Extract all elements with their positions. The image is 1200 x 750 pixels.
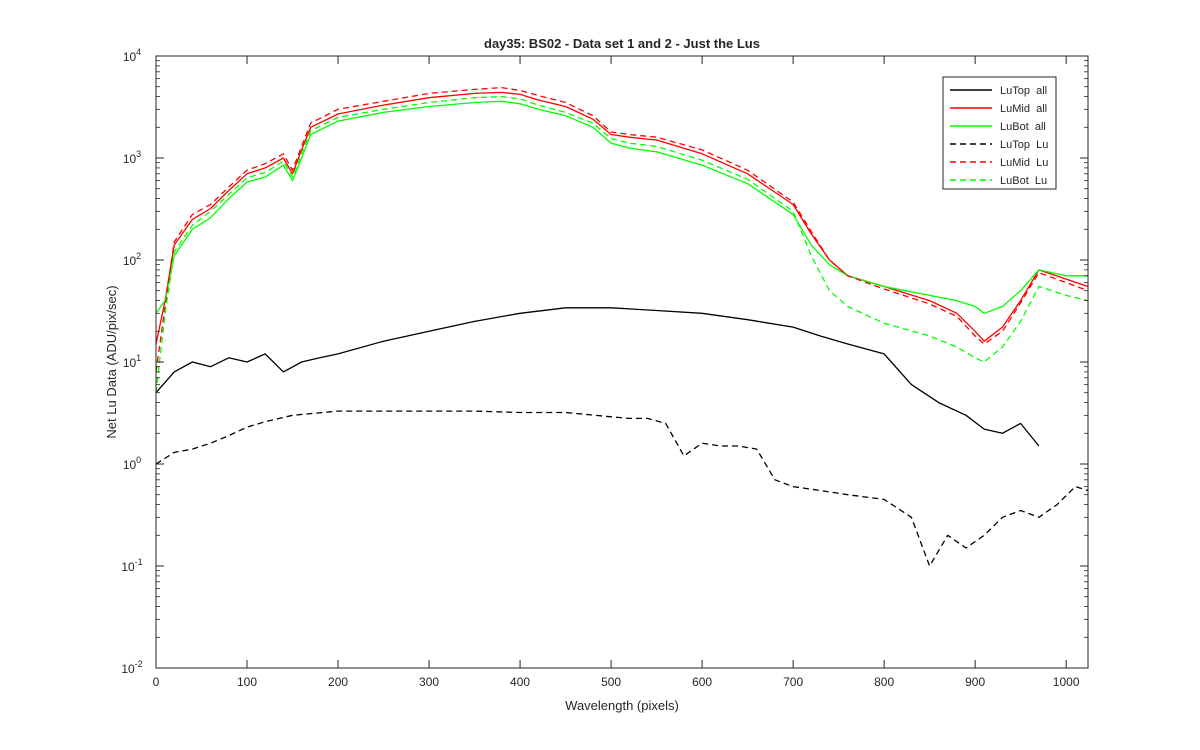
x-tick-label: 100 [237, 675, 257, 689]
legend-entries: LuTop all LuMid all LuBot all LuTop Lu LuMid… [950, 85, 1048, 187]
x-tick-label: 700 [783, 675, 803, 689]
plot-area [156, 56, 1088, 668]
y-axis-ticks: 10-2 10-1 100 101 102 103 104 [121, 47, 1088, 676]
legend-label-3: LuTop Lu [1000, 139, 1048, 151]
x-tick-label: 500 [601, 675, 621, 689]
series-layer [155, 86, 1089, 567]
series-line-5 [155, 95, 1089, 393]
legend-label-2: LuBot all [1000, 121, 1046, 133]
legend: LuTop all LuMid all LuBot all LuTop Lu LuMid… [942, 76, 1057, 190]
legend-box [942, 76, 1057, 190]
series-line-4 [155, 86, 1089, 372]
chart-title: day35: BS02 - Data set 1 and 2 - Just th… [484, 36, 760, 51]
x-tick-label: 800 [874, 675, 894, 689]
x-tick-label: 200 [328, 675, 348, 689]
legend-label-4: LuMid Lu [1000, 157, 1048, 169]
y-tick-label: 101 [123, 353, 141, 370]
x-tick-label: 900 [965, 675, 985, 689]
x-tick-label: 400 [510, 675, 530, 689]
y-tick-label: 104 [123, 47, 141, 64]
legend-label-5: LuBot Lu [1000, 175, 1047, 187]
series-line-1 [155, 91, 1089, 345]
x-tick-label: 0 [153, 675, 160, 689]
x-tick-label: 1000 [1053, 675, 1080, 689]
y-axis-label: Net Lu Data (ADU/pix/sec) [104, 285, 119, 438]
legend-label-0: LuTop all [1000, 85, 1047, 97]
x-tick-label: 300 [419, 675, 439, 689]
legend-label-1: LuMid all [1000, 103, 1047, 115]
x-axis-ticks: 0 100 200 300 400 500 600 700 800 900 1000 [153, 56, 1080, 689]
y-tick-label: 10-1 [121, 557, 142, 574]
y-tick-label: 100 [123, 455, 141, 472]
y-tick-label: 102 [123, 251, 141, 268]
series-line-2 [155, 100, 1088, 314]
x-axis-label: Wavelength (pixels) [565, 698, 679, 713]
x-tick-label: 600 [692, 675, 712, 689]
series-line-0 [155, 307, 1040, 447]
y-tick-label: 10-2 [121, 659, 142, 676]
y-tick-label: 103 [123, 149, 141, 166]
